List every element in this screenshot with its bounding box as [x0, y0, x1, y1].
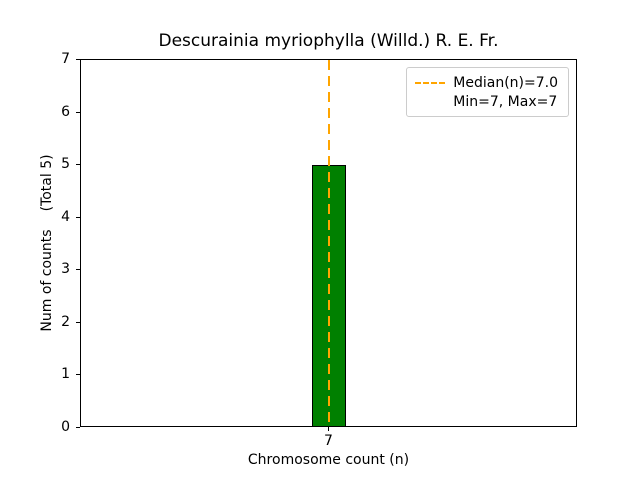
y-tick-mark — [76, 427, 80, 428]
y-tick-mark — [76, 164, 80, 166]
legend: Median(n)=7.0 Min=7, Max=7 — [406, 67, 569, 117]
plot-area: Median(n)=7.0 Min=7, Max=7 — [80, 59, 577, 427]
y-tick-label: 0 — [61, 419, 70, 435]
y-tick-label: 7 — [61, 51, 70, 67]
y-tick-label: 3 — [61, 261, 70, 278]
y-tick-label: 4 — [61, 208, 70, 225]
y-axis-label-main: Num of counts — [39, 229, 55, 332]
x-tick-mark — [328, 427, 329, 431]
y-tick-mark — [76, 321, 80, 323]
legend-label-median: Median(n)=7.0 — [453, 74, 558, 91]
y-axis-label: Num of counts (Total 5) — [39, 154, 55, 331]
y-tick-label: 1 — [61, 366, 70, 383]
y-tick-label: 2 — [61, 313, 70, 330]
y-tick-mark — [76, 59, 80, 60]
y-tick-mark — [76, 111, 80, 113]
y-axis-label-total: (Total 5) — [39, 154, 55, 212]
legend-entry-minmax: Min=7, Max=7 — [415, 92, 558, 111]
median-dashed-line — [327, 60, 330, 426]
legend-label-minmax: Min=7, Max=7 — [453, 93, 558, 110]
y-tick-mark — [76, 216, 80, 218]
y-tick-label: 5 — [61, 156, 70, 173]
chart-title: Descurainia myriophylla (Willd.) R. E. F… — [158, 31, 499, 51]
x-axis-label: Chromosome count (n) — [247, 452, 410, 468]
y-tick-mark — [76, 374, 80, 376]
legend-entry-median: Median(n)=7.0 — [415, 73, 558, 92]
x-tick-label: 7 — [324, 433, 333, 449]
dashed-line-icon — [415, 81, 446, 84]
y-tick-label: 6 — [61, 103, 70, 120]
y-tick-mark — [76, 269, 80, 271]
